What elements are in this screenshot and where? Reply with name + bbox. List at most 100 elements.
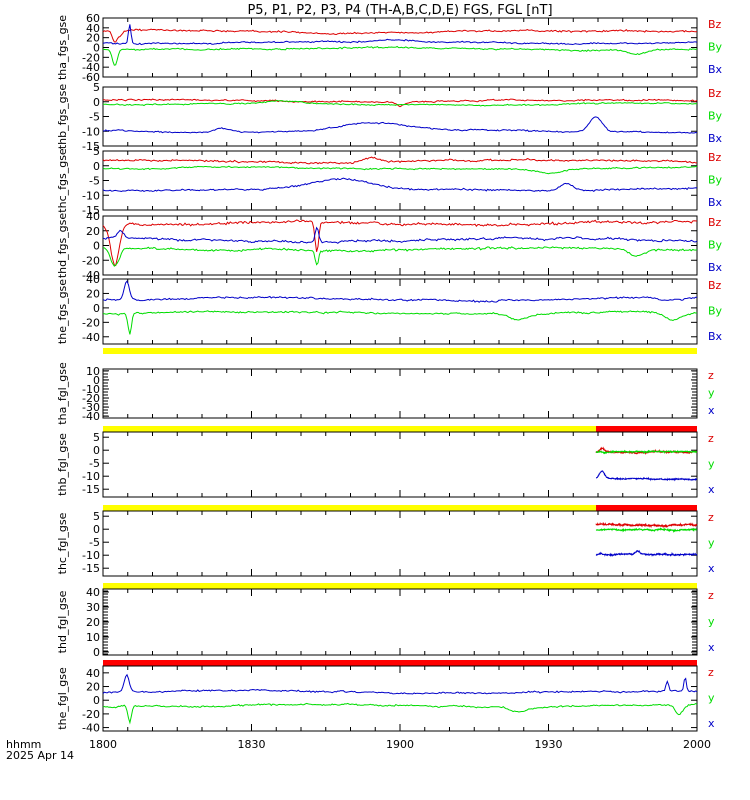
y-tick-label: 20 xyxy=(86,32,100,45)
legend-entry-y: y xyxy=(708,537,715,550)
series-line-z xyxy=(103,98,698,108)
y-tick-label: 0 xyxy=(93,302,100,315)
y-tick-label: 10 xyxy=(86,631,100,644)
y-tick-label: 0 xyxy=(93,160,100,173)
y-tick-label: 0 xyxy=(93,42,100,55)
y-tick-label: 40 xyxy=(86,586,100,599)
panel-frame xyxy=(102,665,698,732)
plot-title: P5, P1, P2, P3, P4 (TH-A,B,C,D,E) FGS, F… xyxy=(247,3,552,18)
y-tick-label: -10 xyxy=(82,549,100,562)
y-tick-label: 0 xyxy=(93,523,100,536)
y-tick-label: 0 xyxy=(93,240,100,253)
legend-entry-y: By xyxy=(708,174,723,187)
legend-entry-z: z xyxy=(708,511,714,524)
y-axis-label: the_fgl_gse xyxy=(56,667,69,730)
status-bar-yellow xyxy=(103,348,697,354)
panel-2: -15 -10-5 0 5 thb_fgs_gse Bz By Bx xyxy=(56,81,723,153)
y-tick-label: 40 xyxy=(86,210,100,223)
y-tick-label: 0 xyxy=(93,444,100,457)
y-tick-label: -40 xyxy=(82,722,100,735)
series-line-x xyxy=(595,549,698,557)
series-line-z xyxy=(102,156,697,165)
y-tick-label: 20 xyxy=(86,616,100,629)
series-line-z xyxy=(102,219,698,267)
legend-entry-z: z xyxy=(708,369,714,382)
y-tick-label: 0 xyxy=(93,646,100,659)
y-tick-label: -40 xyxy=(82,269,100,282)
y-tick-label: 20 xyxy=(86,681,100,694)
y-tick-label: -10 xyxy=(82,470,100,483)
status-bar-yellow xyxy=(103,426,597,432)
y-tick-label: 0 xyxy=(93,694,100,707)
legend-entry-x: x xyxy=(708,717,715,730)
legend-entry-x: Bx xyxy=(708,330,723,343)
series-line-y xyxy=(102,246,698,267)
y-tick-label: 5 xyxy=(93,145,100,158)
legend-entry-x: x xyxy=(708,404,715,417)
y-axis-label: thb_fgl_gse xyxy=(56,433,69,496)
panel-4: -40 -200 20 40 thd_fgs_gse Bz By Bx xyxy=(56,210,723,282)
legend-entry-y: y xyxy=(708,458,715,471)
y-tick-label: -10 xyxy=(82,125,100,138)
y-axis-label: thb_fgs_gse xyxy=(56,84,69,150)
series-line-y xyxy=(102,99,698,107)
series-line-y xyxy=(595,449,698,455)
series-line-y xyxy=(595,527,697,534)
y-axis-label: tha_fgl_gse xyxy=(56,362,69,425)
y-tick-label: -40 xyxy=(82,61,100,74)
y-axis-label: thd_fgs_gse xyxy=(56,213,69,279)
y-tick-label: -15 xyxy=(82,562,100,575)
y-tick-label: 5 xyxy=(93,81,100,94)
y-tick-label: 0 xyxy=(93,96,100,109)
series-line-y xyxy=(102,702,698,725)
legend-entry-y: By xyxy=(708,41,723,54)
panel-7: -15-10-505 thb_fgl_gse zyx xyxy=(56,426,715,498)
y-tick-label: -60 xyxy=(82,71,100,84)
legend-entry-z: Bz xyxy=(708,216,722,229)
y-tick-label: 40 xyxy=(86,667,100,680)
panel-frame xyxy=(102,588,698,656)
series-line-z xyxy=(595,521,698,529)
status-bar-red xyxy=(596,426,697,432)
legend-entry-x: x xyxy=(708,641,715,654)
y-tick-label: 20 xyxy=(86,225,100,238)
legend-entry-z: Bz xyxy=(708,18,722,31)
y-tick-label: 40 xyxy=(86,273,100,286)
legend-entry-z: Bz xyxy=(708,87,722,100)
legend-entry-z: Bz xyxy=(708,279,722,292)
status-bar-red xyxy=(596,505,697,511)
panel-3: -15 -10-5 0 5 thc_fgs_gse Bz By Bx xyxy=(56,145,723,217)
panel-frame xyxy=(102,368,698,419)
legend-entry-y: y xyxy=(708,387,715,400)
y-tick-label: -15 xyxy=(82,483,100,496)
series-line-x xyxy=(102,226,698,244)
legend-entry-z: z xyxy=(708,432,714,445)
y-tick-label: -5 xyxy=(89,111,100,124)
y-axis-label: the_fgs_gse xyxy=(56,279,69,344)
x-tick-label: 2000 xyxy=(683,738,711,751)
time-axis: 1800 1830 1900 1930 2000 xyxy=(89,738,711,751)
y-tick-label: 5 xyxy=(93,431,100,444)
y-tick-label: -40 xyxy=(82,331,100,344)
legend-entry-x: Bx xyxy=(708,132,723,145)
y-tick-label: -30 xyxy=(82,401,100,414)
legend-entry-y: y xyxy=(708,692,715,705)
y-tick-label: -20 xyxy=(82,316,100,329)
y-tick-label: -20 xyxy=(82,254,100,267)
series-line-y xyxy=(102,310,697,335)
legend-entry-x: Bx xyxy=(708,63,723,76)
y-tick-label: -20 xyxy=(82,392,100,405)
panel-frame xyxy=(102,510,698,577)
y-tick-label: -10 xyxy=(82,383,100,396)
series-line-x xyxy=(102,24,698,46)
y-tick-label: -20 xyxy=(82,708,100,721)
legend-entry-y: By xyxy=(708,110,723,123)
panel-9: 0 10 20 30 40 thd_fgl_gse zyx xyxy=(56,583,715,659)
y-tick-label: 30 xyxy=(86,601,100,614)
y-axis-label: thc_fgl_gse xyxy=(56,512,69,574)
legend-entry-x: Bx xyxy=(708,196,723,209)
series-line-x xyxy=(102,177,698,193)
